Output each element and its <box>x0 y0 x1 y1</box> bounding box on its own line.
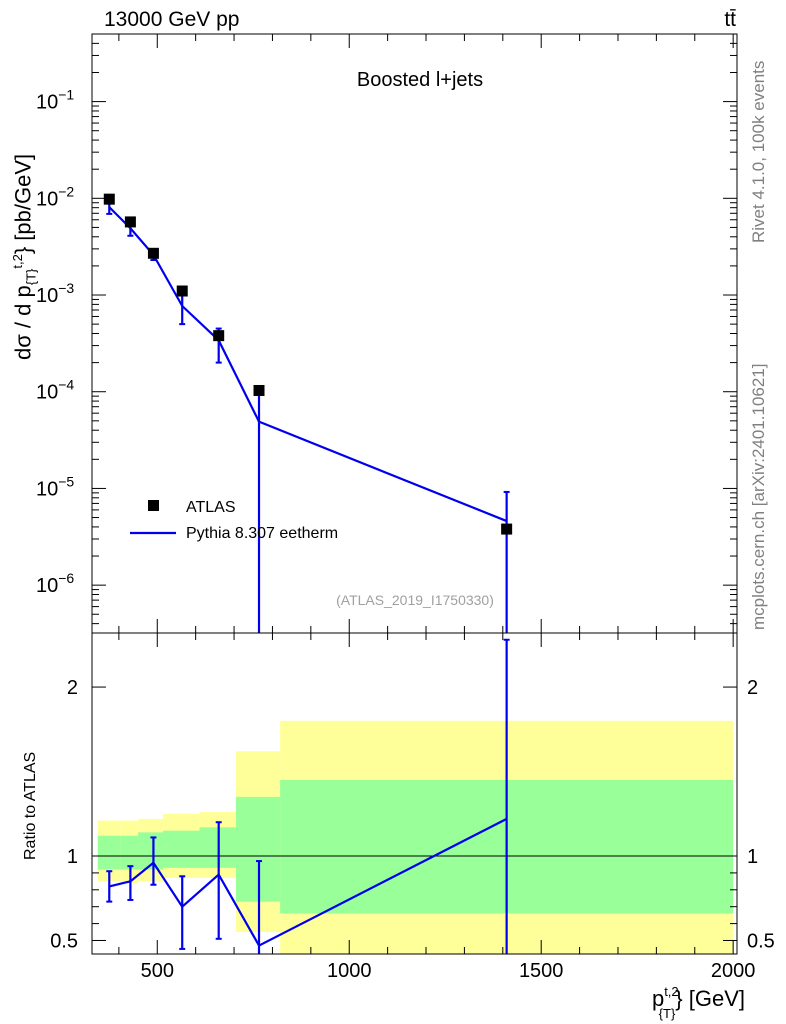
ratio-y-tick-label-right: 0.5 <box>747 930 775 952</box>
analysis-label: (ATLAS_2019_I1750330) <box>336 592 494 608</box>
data-point <box>213 330 225 342</box>
x-tick-label: 2000 <box>711 960 756 982</box>
legend-pythia-label: Pythia 8.307 eetherm <box>186 525 338 542</box>
ratio-band-inner <box>97 835 121 870</box>
ratio-band-inner <box>163 830 200 868</box>
mc-line <box>108 206 508 523</box>
data-point <box>253 384 265 396</box>
x-tick-label: 500 <box>141 960 174 982</box>
y-tick-label: 10−4 <box>36 377 74 404</box>
ratio-panel-frame <box>91 632 738 955</box>
main-y-axis-label: dσ / d p{T}t,2} [pb/GeV] <box>10 153 39 360</box>
header-left-title: 13000 GeV pp <box>104 8 239 31</box>
ratio-y-tick-label-left: 0.5 <box>50 930 78 952</box>
ratio-band-inner <box>138 832 164 870</box>
data-point <box>124 216 136 228</box>
legend-atlas-marker <box>148 500 159 511</box>
ratio-y-axis-label: Ratio to ATLAS <box>22 751 39 860</box>
legend: ATLAS Pythia 8.307 eetherm <box>130 499 338 542</box>
ratio-panel-marks <box>92 633 737 954</box>
mcplots-note: mcplots.cern.ch [arXiv:2401.10621] <box>749 363 768 630</box>
y-tick-label: 10−3 <box>36 280 74 307</box>
ratio-bands <box>97 720 734 954</box>
y-tick-label: 10−2 <box>36 183 74 210</box>
ratio-y-tick-label-right: 2 <box>747 677 758 699</box>
ratio-y-tick-label-left: 2 <box>67 677 78 699</box>
data-point <box>103 193 115 205</box>
data-point <box>147 247 159 259</box>
data-point <box>176 285 188 297</box>
rivet-note: Rivet 4.1.0, 100k events <box>749 60 768 243</box>
x-tick-label: 1500 <box>519 960 564 982</box>
x-tick-label: 1000 <box>327 960 372 982</box>
y-tick-label: 10−1 <box>36 87 74 114</box>
ratio-y-tick-label-left: 1 <box>67 846 78 868</box>
ratio-y-tick-label-right: 1 <box>747 846 758 868</box>
y-tick-label: 10−6 <box>36 570 74 597</box>
plot-title: Boosted l+jets <box>357 69 483 91</box>
ratio-band-inner <box>120 835 139 870</box>
x-axis-label: pt,2 {T}} [GeV] <box>652 984 745 1021</box>
y-tick-label: 10−5 <box>36 473 74 500</box>
main-panel-frame <box>91 33 738 634</box>
legend-atlas-label: ATLAS <box>186 499 236 516</box>
data-point <box>501 523 513 535</box>
main-panel-marks <box>92 33 737 633</box>
header-right-title: tt̄ <box>724 8 736 31</box>
